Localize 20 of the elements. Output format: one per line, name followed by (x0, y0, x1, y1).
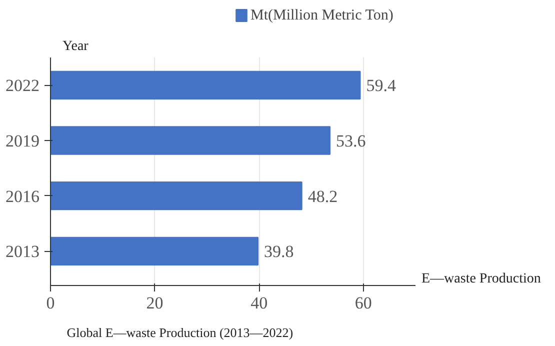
x-tick-label: 0 (46, 294, 55, 312)
x-axis-title: E—waste Production (422, 272, 541, 286)
x-tick-label: 60 (354, 294, 372, 312)
data-label: 39.8 (264, 242, 294, 262)
x-tick-label: 40 (250, 294, 268, 312)
y-tick-label: 2022 (6, 76, 40, 96)
bar (50, 126, 330, 155)
legend-label: Mt(Million Metric Ton) (250, 8, 394, 24)
x-tick-label: 20 (146, 294, 164, 312)
bar (50, 182, 302, 210)
y-tick-label: 2013 (6, 242, 40, 262)
data-label: 48.2 (308, 186, 338, 206)
bar (50, 236, 259, 266)
data-label: 59.4 (366, 76, 396, 96)
bar (50, 70, 361, 100)
y-tick-label: 2019 (6, 132, 40, 151)
y-tick-label: 2016 (6, 186, 40, 206)
text: Global E—waste Production (2013—2022) (66, 325, 294, 340)
data-label: 53.6 (336, 132, 366, 151)
y-axis-title: Year (62, 39, 89, 54)
